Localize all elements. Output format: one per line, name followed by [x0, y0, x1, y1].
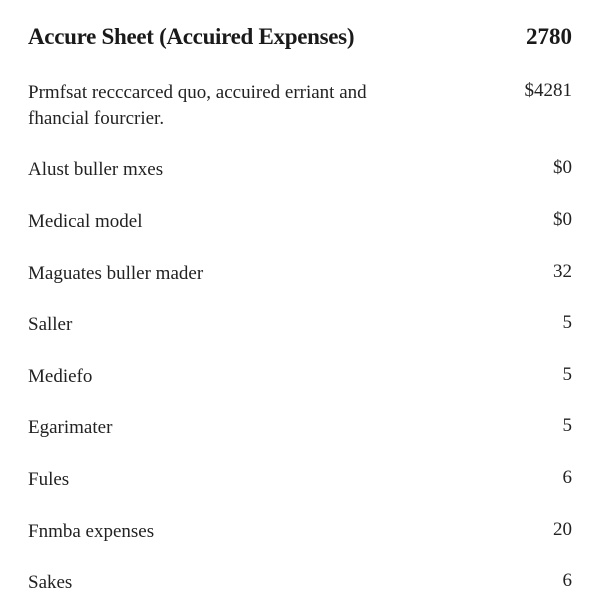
table-row: Maguates buller mader 32	[28, 249, 572, 301]
row-value: $0	[553, 157, 572, 179]
page-title: Accure Sheet (Accuired Expenses)	[28, 24, 354, 50]
row-label: Alust buller mxes	[28, 157, 163, 183]
row-label: Medical model	[28, 209, 143, 235]
row-value: 20	[553, 519, 572, 541]
table-row: Sakes 6	[28, 558, 572, 610]
row-value: $4281	[525, 80, 573, 102]
row-label: Saller	[28, 312, 72, 338]
row-label: Fules	[28, 467, 69, 493]
row-value: 6	[563, 570, 573, 592]
row-value: 5	[563, 312, 573, 334]
table-row: Mediefo 5	[28, 352, 572, 404]
header-total: 2780	[526, 24, 572, 50]
table-row: Fnmba expenses 20	[28, 507, 572, 559]
row-value: 5	[563, 415, 573, 437]
table-row: Medical model $0	[28, 197, 572, 249]
table-row: Alust buller mxes $0	[28, 145, 572, 197]
row-value: 6	[563, 467, 573, 489]
row-label: Fnmba expenses	[28, 519, 154, 545]
row-label: Sakes	[28, 570, 72, 596]
table-row: Prmfsat recccarced quo, accuired erriant…	[28, 68, 572, 145]
table-row: Fules 6	[28, 455, 572, 507]
row-label: Mediefo	[28, 364, 92, 390]
row-label: Egarimater	[28, 415, 112, 441]
row-value: 5	[563, 364, 573, 386]
row-label: Maguates buller mader	[28, 261, 203, 287]
table-row: Egarimater 5	[28, 403, 572, 455]
row-value: $0	[553, 209, 572, 231]
header-row: Accure Sheet (Accuired Expenses) 2780	[28, 24, 572, 50]
table-row: Saller 5	[28, 300, 572, 352]
row-label: Prmfsat recccarced quo, accuired erriant…	[28, 80, 388, 131]
row-value: 32	[553, 261, 572, 283]
